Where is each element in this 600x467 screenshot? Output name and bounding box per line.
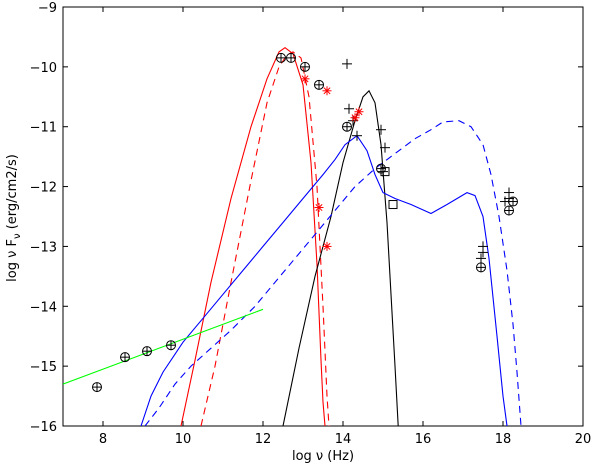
marker-plus	[380, 142, 390, 153]
y-tick-label: −11	[30, 121, 57, 136]
marker-asterisk	[322, 241, 332, 251]
y-tick-label: −13	[30, 240, 57, 255]
series-blue-dashed	[144, 120, 522, 426]
y-tick-label: −10	[30, 61, 57, 76]
x-tick-label: 20	[575, 432, 592, 447]
marker-circle-plus	[276, 52, 286, 63]
y-axis-label: log ν Fν (erg/cm2/s)	[5, 154, 23, 282]
y-tick-label: −14	[30, 300, 57, 315]
marker-circle-plus	[504, 205, 514, 216]
x-axis-label: log ν (Hz)	[292, 449, 354, 464]
y-tick-label: −12	[30, 181, 57, 196]
marker-plus	[504, 193, 514, 204]
marker-plus	[352, 130, 362, 141]
x-tick-label: 10	[175, 432, 192, 447]
series-black-solid	[282, 89, 399, 426]
marker-circle-plus	[342, 121, 352, 132]
marker-circle-plus	[92, 382, 102, 393]
marker-asterisk	[314, 203, 324, 213]
y-tick-label: −9	[38, 1, 57, 16]
x-tick-label: 16	[415, 432, 432, 447]
marker-plus	[476, 253, 486, 264]
marker-plus	[342, 58, 352, 69]
marker-circle-plus	[300, 61, 310, 72]
marker-plus	[478, 247, 488, 258]
marker-circle-plus	[286, 52, 296, 63]
axis-ticks: 8 10 12 14 16 18 20 −16 −15 −14 −13 −12 −11 −10 −9	[30, 1, 592, 447]
marker-circle-plus	[476, 262, 486, 273]
plot-frame	[62, 6, 584, 427]
x-tick-label: 18	[495, 432, 512, 447]
marker-plus	[344, 103, 354, 114]
y-tick-label: −15	[30, 360, 57, 375]
marker-plus	[378, 166, 388, 177]
x-tick-label: 8	[99, 432, 107, 447]
marker-asterisk	[300, 74, 310, 84]
series-green-line	[63, 308, 264, 385]
marker-asterisk	[354, 107, 364, 117]
marker-circle-plus	[314, 79, 324, 90]
y-tick-label: −16	[30, 420, 57, 435]
x-tick-label: 12	[255, 432, 272, 447]
series-red-solid	[180, 47, 326, 426]
marker-square	[380, 167, 390, 177]
marker-circle-plus	[166, 340, 176, 351]
marker-asterisk	[322, 86, 332, 96]
marker-circle-plus	[120, 352, 130, 363]
marker-asterisk	[350, 113, 360, 123]
marker-plus	[376, 124, 386, 135]
marker-circle-plus	[142, 346, 152, 357]
marker-square	[388, 200, 398, 210]
markers	[92, 52, 518, 393]
x-tick-label: 14	[335, 432, 352, 447]
